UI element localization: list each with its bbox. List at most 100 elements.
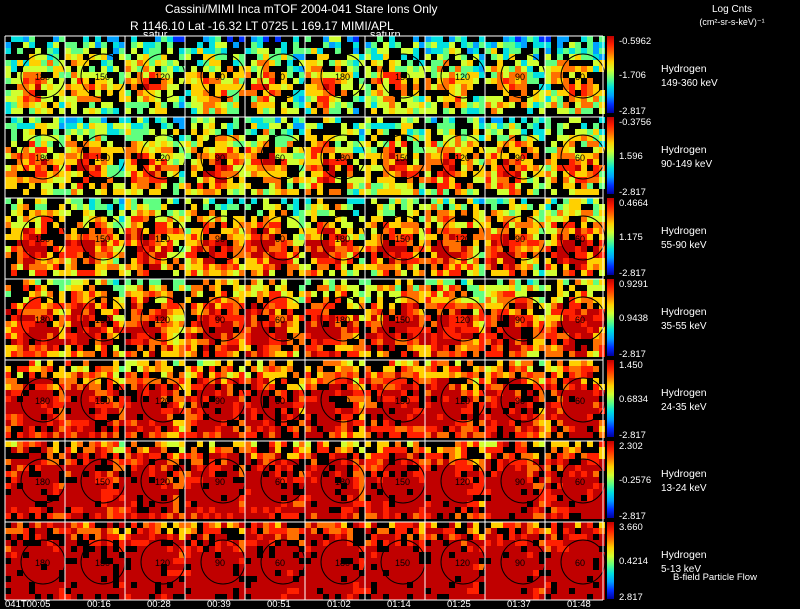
contour-label: 150 [395,558,410,568]
time-tick-label: 00:16 [87,599,111,609]
panel-r2-c1: 150 [65,198,126,276]
contour-label: 120 [155,558,170,568]
contour-label: 150 [95,72,110,82]
contour-label: 120 [455,396,470,406]
panel-r0-c2: 120 [125,36,186,114]
colorbar [607,360,614,437]
contour-label: 90 [215,558,225,568]
panel-r1-c1: 150 [65,117,126,195]
panel-r4-c9: 60 [545,360,606,438]
panel-r3-c8: 90 [485,279,546,357]
contour-label: 60 [575,153,585,163]
panel-r5-c3: 90 [185,441,246,519]
contour-label: 60 [575,315,585,325]
panel-r2-c4: 60 [245,198,306,276]
panel-r5-c4: 60 [245,441,306,519]
panel-r0-c5: 180 [305,36,366,114]
colorbar [607,198,614,275]
contour-label: 150 [95,315,110,325]
panel-r2-c3: 90 [185,198,246,276]
colorbar-mid-label: 0.6834 [619,394,648,405]
panel-r4-c7: 120 [425,360,486,438]
panel-r0-c8: 90 [485,36,546,114]
colorbar-mid-label: -1.706 [619,70,646,81]
panel-r4-c2: 120 [125,360,186,438]
contour-label: 180 [335,477,350,487]
panel-r6-c3: 90 [185,522,246,600]
panel-r2-c5: 180 [305,198,366,276]
panel-r6-c1: 150 [65,522,126,600]
time-tick-label: 01:14 [387,599,411,609]
species-label: Hydrogen [661,549,707,561]
panel-r2-c2: 120 [125,198,186,276]
species-label: Hydrogen [661,387,707,399]
contour-label: 60 [275,396,285,406]
contour-label: 90 [515,72,525,82]
contour-label: 90 [215,315,225,325]
colorbar-mid-label: 0.4214 [619,556,648,567]
panel-r4-c5: 180 [305,360,366,438]
panel-r1-c5: 180 [305,117,366,195]
species-label: Hydrogen [661,306,707,318]
contour-label: 60 [275,477,285,487]
time-tick-label: 01:02 [327,599,351,609]
contour-label: 120 [155,396,170,406]
bfield-flow-note: B-field Particle Flow [673,572,757,583]
panel-r1-c9: 60 [545,117,606,195]
contour-label: 120 [455,558,470,568]
contour-label: 180 [35,315,50,325]
contour-label: 60 [575,72,585,82]
time-tick-label: 041T00:05 [5,599,50,609]
panel-r2-c9: 60 [545,198,606,276]
panel-r0-c0: 180 [5,36,66,114]
units-title: Log Cnts [711,4,753,15]
colorbar-min-label: -2.817 [619,187,646,198]
panel-r2-c6: 150 [365,198,426,276]
colorbar-max-label: -0.5962 [619,36,651,47]
contour-label: 180 [335,315,350,325]
panel-r0-c6: 150 [365,36,426,114]
contour-label: 180 [35,477,50,487]
colorbar-max-label: 0.4664 [619,198,648,209]
contour-label: 120 [455,153,470,163]
contour-label: 150 [95,477,110,487]
panel-r1-c6: 150 [365,117,426,195]
panel-r4-c1: 150 [65,360,126,438]
contour-label: 150 [395,315,410,325]
panel-r4-c0: 180 [5,360,66,438]
colorbar-max-label: -0.3756 [619,117,651,128]
panel-r5-c9: 60 [545,441,606,519]
species-label: Hydrogen [661,144,707,156]
panel-r5-c1: 150 [65,441,126,519]
contour-label: 180 [35,153,50,163]
panel-r5-c0: 180 [5,441,66,519]
panel-r5-c5: 180 [305,441,366,519]
contour-label: 90 [215,153,225,163]
contour-label: 120 [455,234,470,244]
colorbar [607,522,614,599]
panel-r6-c4: 60 [245,522,306,600]
contour-label: 150 [95,234,110,244]
energy-label: 90-149 keV [661,159,712,170]
contour-label: 180 [335,558,350,568]
panel-r1-c7: 120 [425,117,486,195]
time-tick-label: 00:28 [147,599,171,609]
contour-label: 120 [155,477,170,487]
panel-r1-c8: 90 [485,117,546,195]
contour-label: 150 [395,234,410,244]
contour-label: 90 [515,234,525,244]
colorbar [607,36,614,113]
colorbar [607,441,614,518]
contour-label: 60 [275,153,285,163]
panel-r6-c9: 60 [545,522,606,600]
panel-r4-c4: 60 [245,360,306,438]
panel-r4-c8: 90 [485,360,546,438]
contour-label: 60 [275,315,285,325]
species-label: Hydrogen [661,63,707,75]
energy-label: 24-35 keV [661,402,707,413]
panel-r1-c2: 120 [125,117,186,195]
contour-label: 180 [335,72,350,82]
colorbar-max-label: 0.9291 [619,279,648,290]
contour-label: 180 [35,558,50,568]
